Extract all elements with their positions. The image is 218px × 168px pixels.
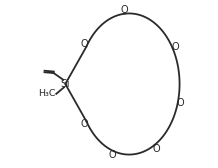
Text: O: O xyxy=(172,42,179,52)
Text: O: O xyxy=(152,144,160,154)
Text: O: O xyxy=(177,98,185,108)
Text: O: O xyxy=(80,39,88,49)
Text: O: O xyxy=(121,5,128,14)
Text: O: O xyxy=(80,119,88,129)
Text: Si: Si xyxy=(61,79,70,89)
Text: H₃C: H₃C xyxy=(38,89,55,98)
Text: O: O xyxy=(109,150,116,160)
